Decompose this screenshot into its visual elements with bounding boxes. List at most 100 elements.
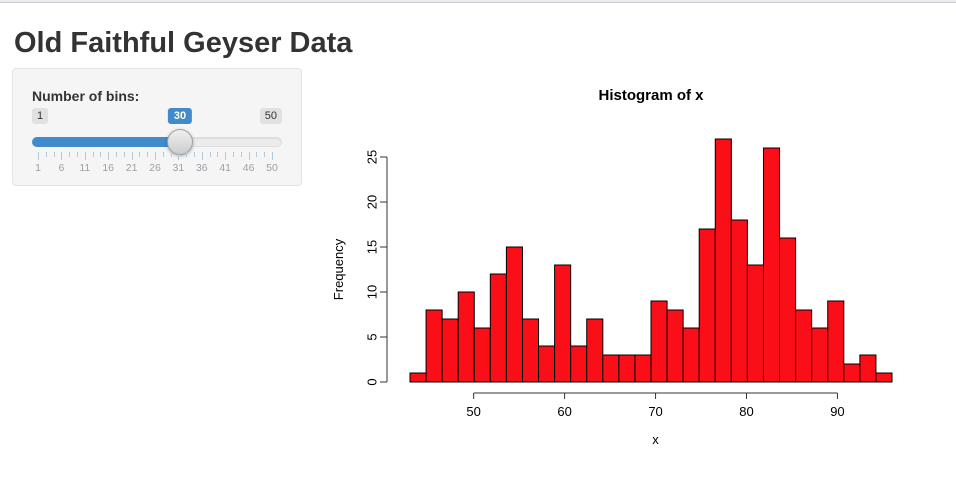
slider-grid-label: 1 — [35, 162, 41, 174]
histogram-bar — [457, 291, 475, 383]
x-axis-label: x — [652, 432, 659, 447]
slider-grid-tick — [155, 152, 156, 160]
slider-max-label: 50 — [259, 108, 282, 125]
histogram-bar — [521, 318, 540, 383]
slider-grid-tick — [209, 152, 211, 157]
y-tick-label: 5 — [364, 333, 379, 340]
histogram-bar — [634, 354, 652, 383]
histogram-bar — [746, 264, 764, 383]
slider-grid-tick — [76, 152, 78, 157]
bins-slider[interactable]: 1 50 30 1 6 11 16 21 26 31 36 41 46 50 — [32, 108, 282, 176]
slider-grid-tick — [248, 152, 250, 160]
x-tick-label: 90 — [830, 404, 844, 419]
slider-grid-tick — [45, 152, 47, 157]
histogram-bar — [554, 264, 572, 383]
slider-grid-label: 6 — [58, 162, 65, 174]
slider-grid-tick — [186, 152, 188, 157]
slider-grid-tick — [178, 152, 180, 160]
sidebar-panel: Number of bins: 1 50 30 1 6 11 16 21 26 31 36 41… — [12, 68, 302, 186]
slider-value-bubble: 30 — [167, 108, 193, 125]
slider-grid-tick — [264, 152, 266, 157]
histogram-bar — [698, 228, 716, 383]
slider-grid: 1 6 11 16 21 26 31 36 41 46 50 — [35, 152, 278, 176]
slider-grid-tick — [108, 152, 110, 160]
y-tick-label: 20 — [364, 195, 379, 209]
x-tick-label: 80 — [739, 404, 753, 419]
histogram-bar — [586, 318, 604, 383]
histogram-bar — [827, 300, 845, 383]
slider-fill-bar — [32, 137, 180, 147]
slider-grid-tick — [162, 152, 164, 157]
histogram-bar — [538, 345, 556, 383]
slider-grid-tick — [256, 152, 258, 157]
histogram-bar — [714, 138, 732, 383]
histogram-bar — [666, 309, 684, 383]
slider-grid-label: 26 — [149, 162, 161, 174]
slider-min-label: 1 — [32, 108, 49, 125]
slider-grid-label: 21 — [125, 162, 138, 174]
histogram-bar — [618, 354, 636, 383]
slider-grid-tick — [240, 152, 242, 157]
slider-grid-label: 36 — [195, 162, 208, 174]
slider-grid-tick — [92, 152, 94, 157]
y-axis-label: Frequency — [331, 238, 346, 300]
slider-grid-tick — [170, 152, 172, 157]
histogram-bar — [811, 327, 829, 383]
histogram-bar — [409, 372, 427, 383]
slider-grid-tick — [272, 152, 273, 160]
histogram-bar — [425, 309, 443, 383]
slider-grid-label: 46 — [242, 162, 255, 174]
slider-grid-tick — [61, 152, 63, 160]
y-tick-label: 0 — [364, 378, 379, 385]
chart-title: Histogram of x — [598, 87, 704, 104]
x-tick-label: 70 — [648, 404, 662, 419]
slider-grid-tick — [139, 152, 141, 157]
slider-grid-label: 11 — [79, 162, 91, 174]
histogram-bar — [762, 147, 781, 383]
histogram-bar — [505, 246, 523, 383]
slider-grid-tick — [100, 152, 102, 157]
histogram-bar — [650, 300, 668, 383]
histogram-bar — [473, 327, 491, 383]
slider-grid-tick — [225, 152, 227, 160]
slider-grid-tick — [38, 152, 39, 160]
x-tick-label: 50 — [466, 404, 480, 419]
y-tick-label: 15 — [364, 240, 379, 254]
histogram-bar — [875, 372, 893, 383]
slider-grid-label: 50 — [266, 162, 278, 174]
histogram-bar — [602, 354, 620, 383]
slider-grid-tick — [217, 152, 219, 157]
slider-grid-label: 16 — [102, 162, 115, 174]
histogram-bar — [441, 318, 459, 383]
top-border — [0, 0, 956, 3]
bins-label: Number of bins: — [32, 88, 140, 104]
slider-grid-tick — [193, 152, 195, 157]
x-tick-label: 60 — [557, 404, 571, 419]
slider-grid-tick — [201, 152, 203, 160]
slider-grid-label: 41 — [219, 162, 232, 174]
page-title: Old Faithful Geyser Data — [14, 27, 353, 59]
slider-grid-tick — [84, 152, 86, 160]
slider-grid-tick — [123, 152, 125, 157]
slider-grid-tick — [115, 152, 117, 157]
slider-grid-label: 31 — [172, 162, 185, 174]
histogram-bar — [779, 237, 797, 383]
histogram-bar — [730, 219, 748, 383]
slider-handle[interactable] — [166, 129, 193, 155]
histogram-bar — [795, 309, 813, 383]
y-tick-label: 10 — [364, 285, 379, 299]
slider-grid-tick — [131, 152, 133, 160]
histogram-plot: Histogram of x 0 5 10 15 20 25 Frequency 50 60 70 8… — [330, 80, 956, 460]
slider-grid-tick — [69, 152, 71, 157]
slider-grid-tick — [233, 152, 234, 157]
histogram-bar — [843, 363, 861, 383]
histogram-bar — [682, 327, 700, 383]
y-tick-label: 25 — [364, 150, 379, 164]
slider-grid-tick — [147, 152, 149, 157]
slider-grid-tick — [53, 152, 55, 157]
histogram-svg: Histogram of x 0 5 10 15 20 25 Frequency 50 60 70 8… — [331, 87, 893, 447]
histogram-bar — [570, 345, 588, 383]
histogram-bar — [489, 273, 507, 383]
histogram-bar — [859, 354, 877, 383]
